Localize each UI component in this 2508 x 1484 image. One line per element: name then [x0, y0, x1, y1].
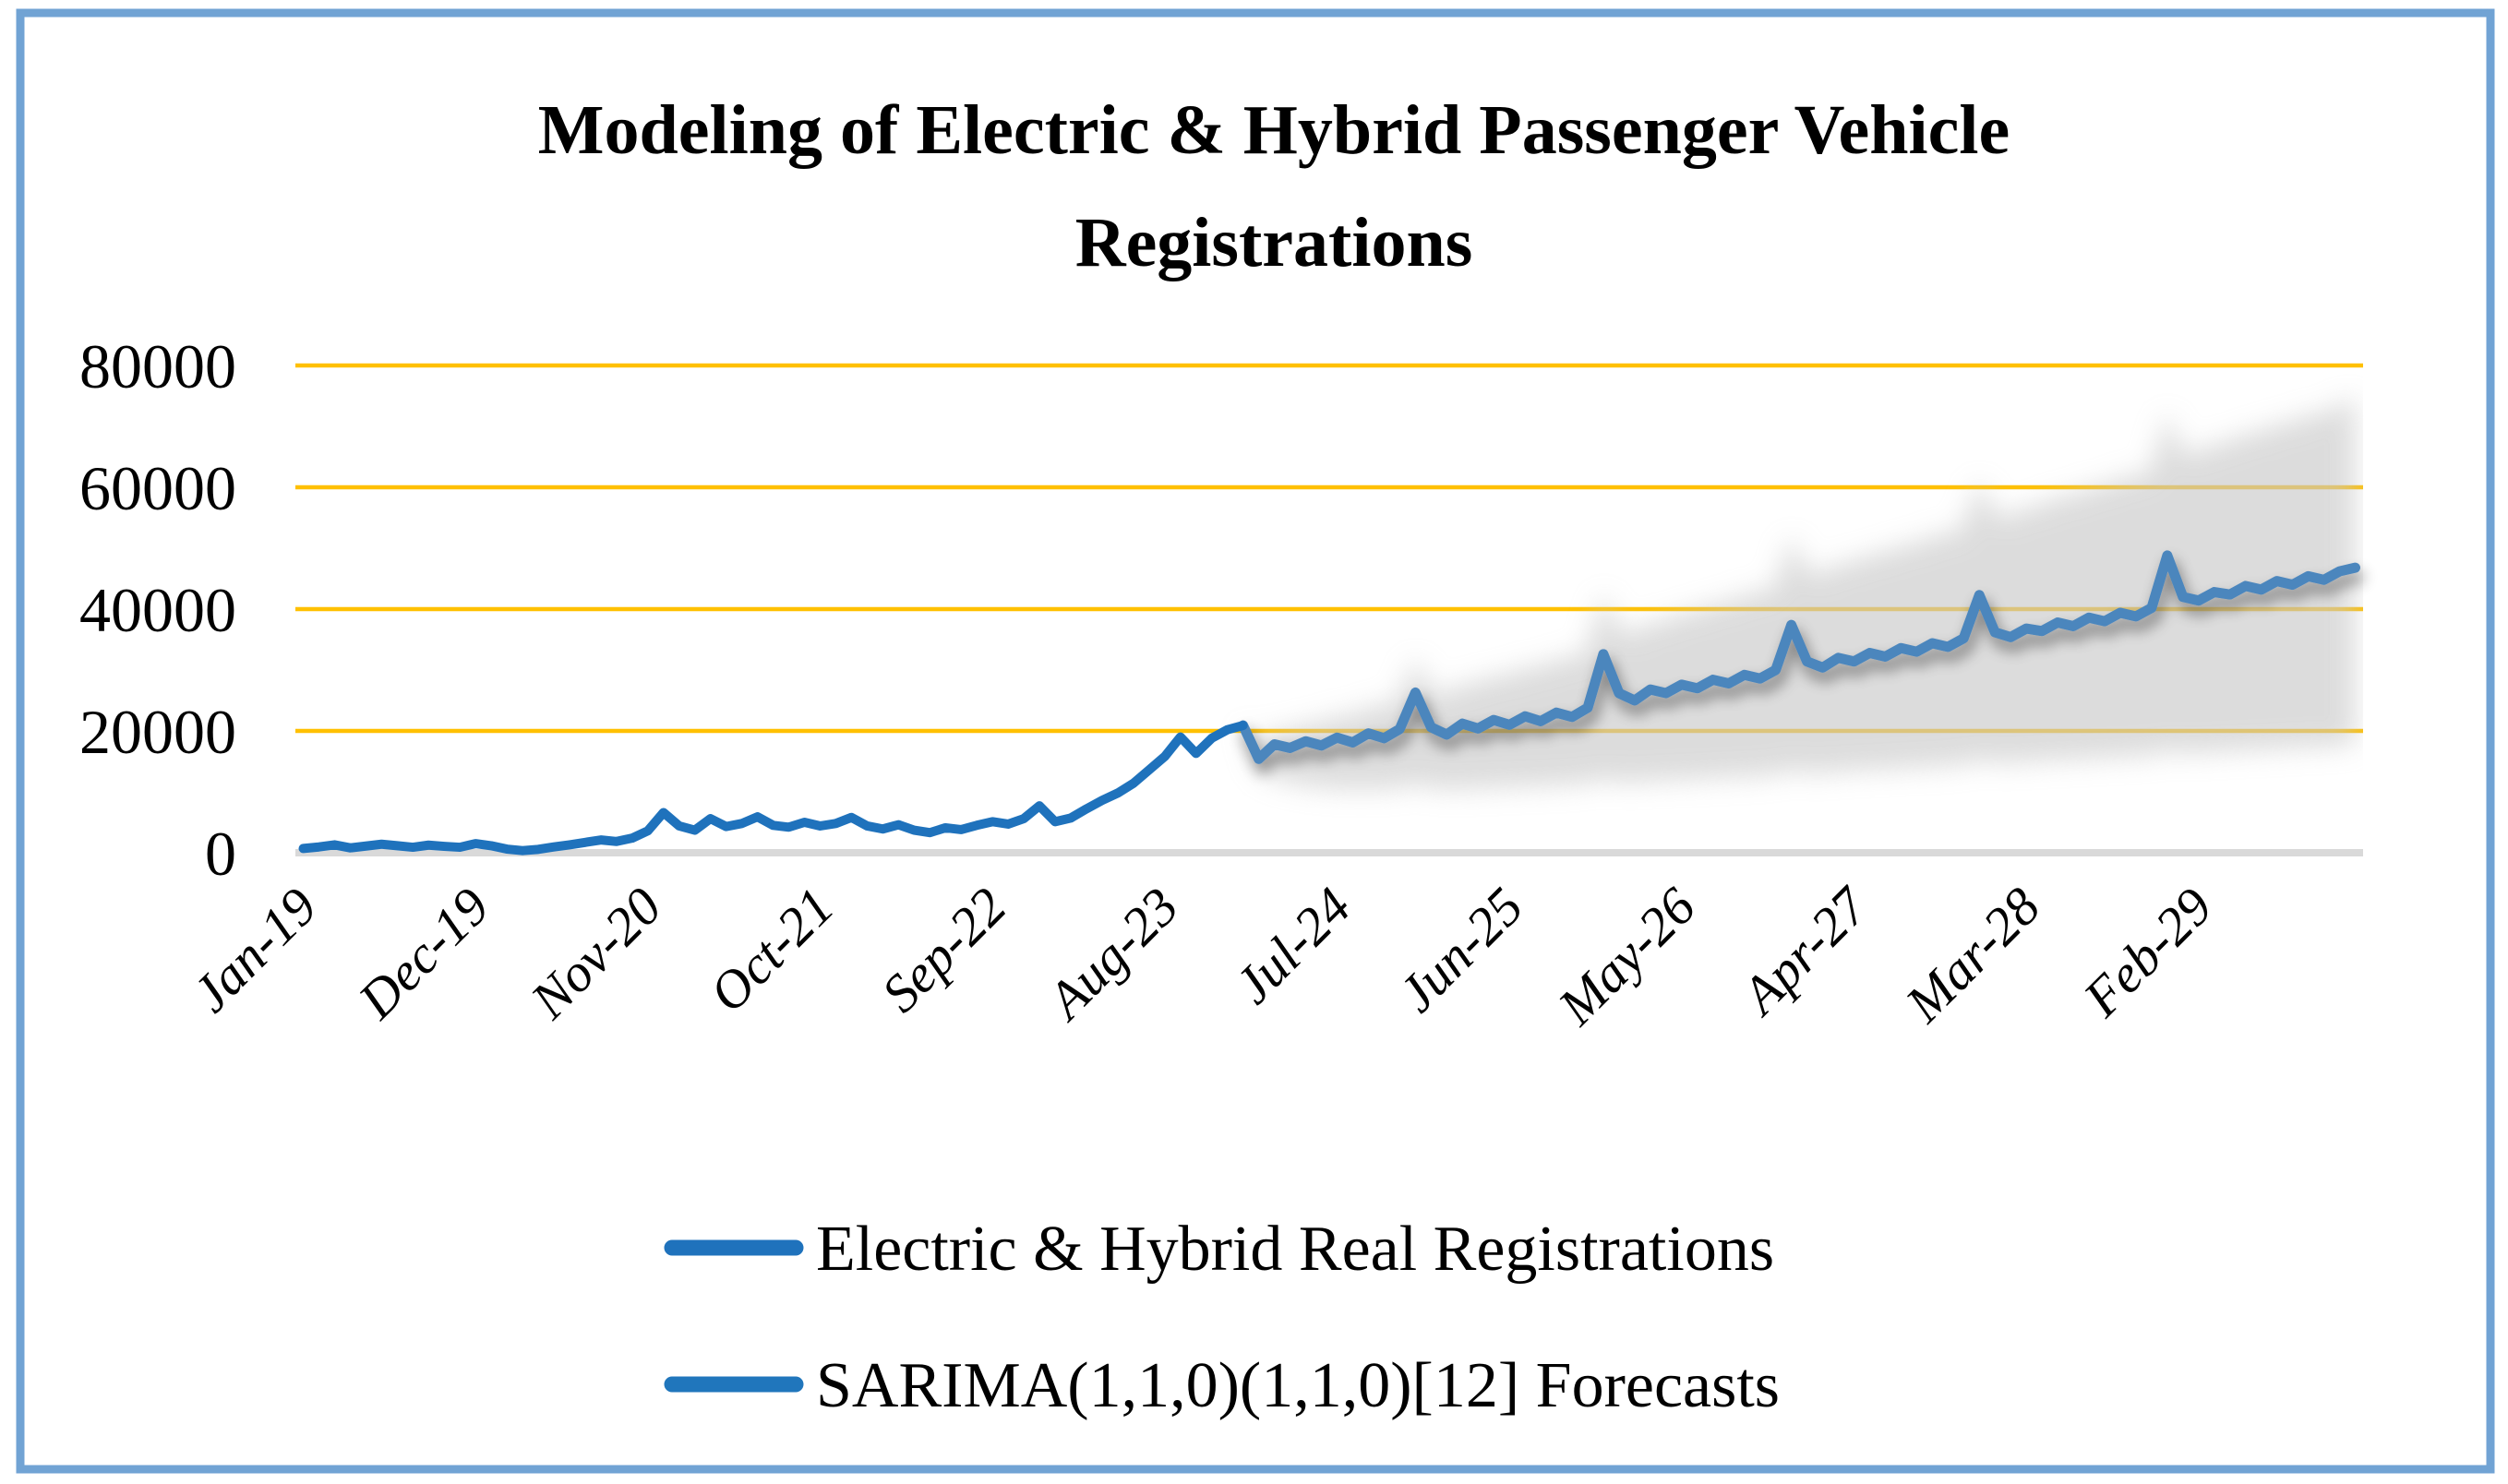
x-axis-tick-label-Jan-19: Jan-19 — [181, 876, 329, 1023]
legend-item-forecast: SARIMA(1,1,0)(1,1,0)[12] Forecasts — [664, 1350, 1780, 1421]
chart-title-line1: Modeling of Electric & Hybrid Passenger … — [538, 91, 2010, 169]
legend-item-real: Electric & Hybrid Real Registrations — [664, 1214, 1774, 1285]
legend-label-real: Electric & Hybrid Real Registrations — [816, 1214, 1774, 1285]
x-axis-tick-label-Apr-27: Apr-27 — [1728, 875, 1881, 1028]
y-axis-tick-label-20000: 20000 — [79, 697, 236, 767]
legend: Electric & Hybrid Real Registrations SAR… — [664, 1214, 1780, 1421]
x-axis-tick-label-May-26: May-26 — [1546, 876, 1707, 1036]
confidence-band — [1242, 397, 2356, 791]
y-axis-tick-label-0: 0 — [205, 819, 236, 889]
x-axis-tick-label-Oct-21: Oct-21 — [698, 876, 846, 1023]
real-series-line — [298, 721, 1248, 856]
x-axis-tick-label-Feb-29: Feb-29 — [2071, 876, 2224, 1028]
y-axis-tick-label-80000: 80000 — [79, 331, 236, 401]
x-axis-tick-label-Mar-28: Mar-28 — [1893, 876, 2051, 1034]
x-axis-tick-label-Jul-24: Jul-24 — [1223, 876, 1362, 1015]
forecast-series-line — [1238, 550, 2361, 764]
chart-title-line2: Registrations — [1075, 204, 1473, 281]
x-axis-tick-label-Aug-23: Aug-23 — [1033, 876, 1190, 1033]
legend-label-forecast: SARIMA(1,1,0)(1,1,0)[12] Forecasts — [816, 1350, 1780, 1421]
y-axis-labels: 0 20000 40000 60000 80000 — [79, 331, 236, 889]
x-axis-tick-label-Nov-20: Nov-20 — [519, 876, 673, 1030]
y-axis-tick-label-60000: 60000 — [79, 453, 236, 523]
confidence-band-layer — [1242, 397, 2356, 791]
x-axis-tick-label-Dec-19: Dec-19 — [346, 876, 500, 1030]
series-layer — [298, 550, 2361, 856]
y-axis-tick-label-40000: 40000 — [79, 575, 236, 645]
window-border — [16, 8, 2495, 1474]
x-axis-labels: Jan-19 Dec-19 Nov-20 Oct-21 Sep-22 Aug-23 Jul-… — [181, 875, 2224, 1037]
x-axis-tick-label-Sep-22: Sep-22 — [870, 876, 1017, 1023]
x-axis-tick-label-Jun-25: Jun-25 — [1386, 876, 1534, 1023]
